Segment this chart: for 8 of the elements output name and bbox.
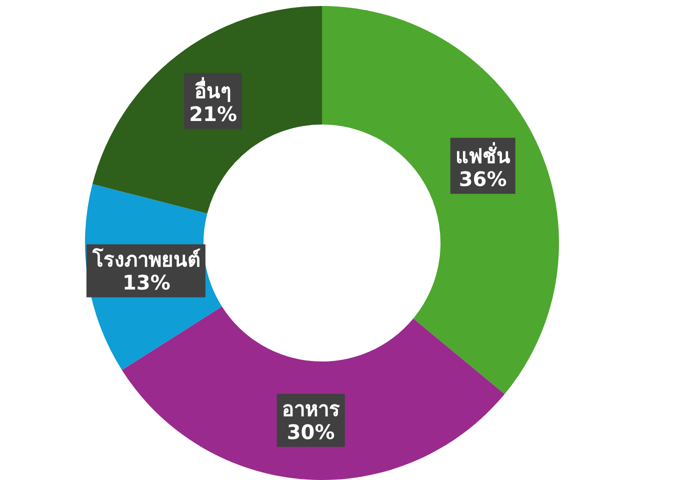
slice-label: แฟชั่น xyxy=(455,140,510,168)
data-label: 13% xyxy=(122,270,170,294)
slice-label: โรงภาพยนต์ xyxy=(91,247,200,272)
data-label: 21% xyxy=(189,102,237,126)
data-label: 30% xyxy=(286,420,335,444)
data-label: 36% xyxy=(458,166,507,191)
slice-label: อื่นๆ xyxy=(194,76,232,104)
slice-label: อาหาร xyxy=(282,396,340,421)
